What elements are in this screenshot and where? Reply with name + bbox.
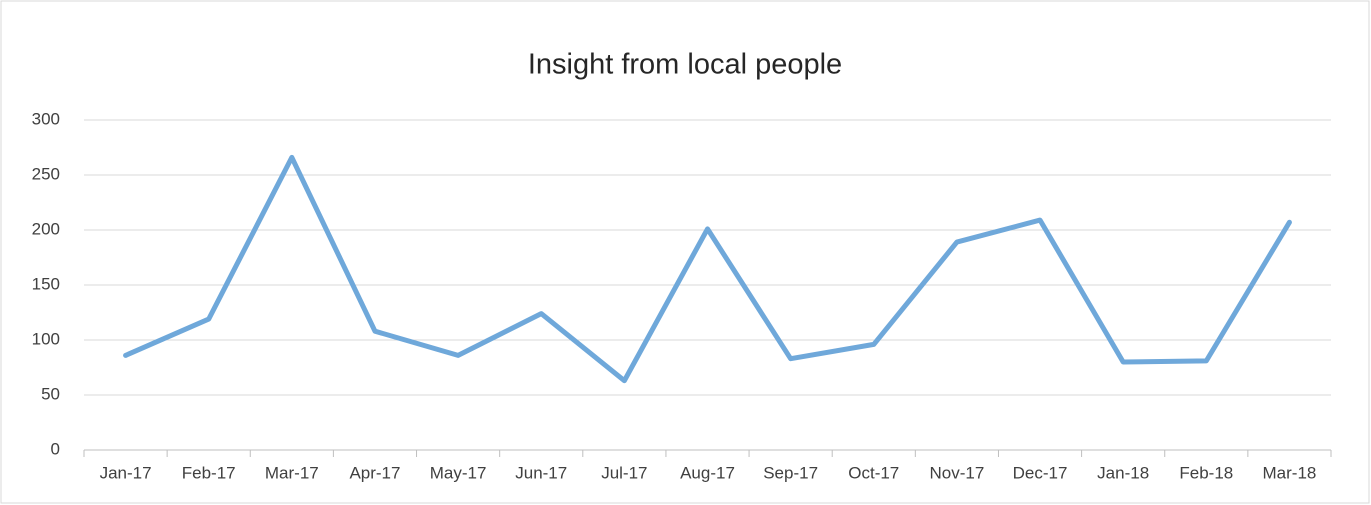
x-tick-label: Nov-17 (929, 463, 984, 482)
y-tick-label: 0 (51, 439, 60, 458)
x-tick-label: Jan-18 (1097, 463, 1149, 482)
x-tick-label: Mar-17 (265, 463, 319, 482)
y-tick-label: 200 (32, 219, 60, 238)
x-tick-label: Feb-18 (1179, 463, 1233, 482)
y-tick-label: 150 (32, 274, 60, 293)
x-tick-label: Aug-17 (680, 463, 735, 482)
x-tick-label: Sep-17 (763, 463, 818, 482)
y-tick-label: 100 (32, 329, 60, 348)
x-tick-label: May-17 (430, 463, 487, 482)
x-tick-label: Dec-17 (1013, 463, 1068, 482)
chart-title: Insight from local people (528, 49, 842, 81)
x-tick-label: Oct-17 (848, 463, 899, 482)
x-tick-label: Jul-17 (601, 463, 647, 482)
y-tick-label: 250 (32, 164, 60, 183)
x-tick-label: Feb-17 (182, 463, 236, 482)
x-tick-label: Jun-17 (515, 463, 567, 482)
x-tick-label: Jan-17 (100, 463, 152, 482)
x-tick-label: Apr-17 (349, 463, 400, 482)
x-tick-label: Mar-18 (1263, 463, 1317, 482)
line-series (123, 154, 1292, 384)
y-tick-label: 50 (41, 384, 60, 403)
y-tick-label: 300 (32, 109, 60, 128)
